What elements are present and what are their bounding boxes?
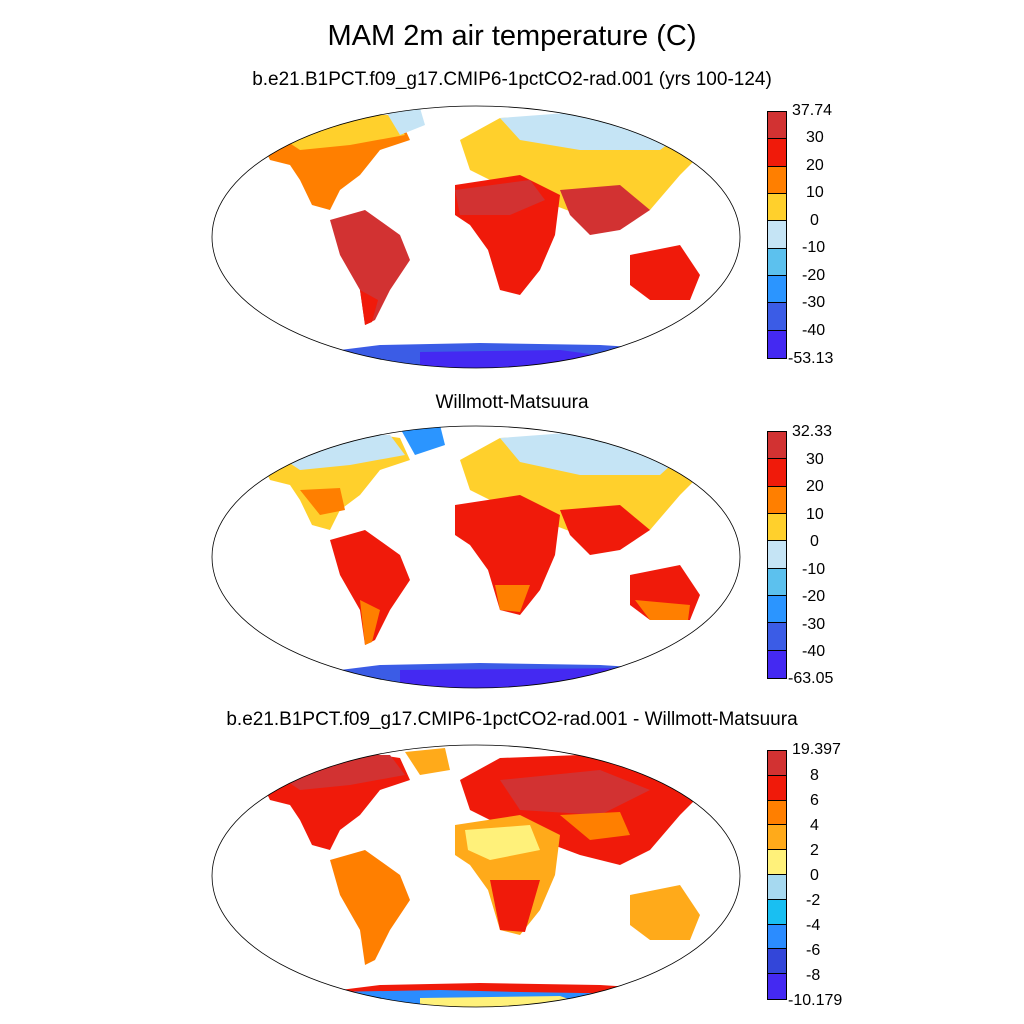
colorbar-segment — [768, 568, 786, 596]
colorbar-1-tick: 30 — [806, 129, 824, 146]
central-asia-land — [500, 770, 650, 815]
south-america-south — [360, 600, 380, 645]
colorbar-segment — [768, 650, 786, 678]
map-panel-3 — [258, 748, 705, 1007]
map-1-border — [211, 105, 741, 369]
colorbar-segment — [768, 751, 786, 776]
colorbar-segment — [768, 595, 786, 624]
colorbar-segment — [768, 775, 786, 801]
colorbar-1-tick: -53.13 — [788, 350, 834, 367]
map-2-border — [211, 425, 741, 689]
colorbar-1 — [767, 111, 787, 359]
panel-3-title: b.e21.B1PCT.f09_g17.CMIP6-1pctCO2-rad.00… — [226, 709, 798, 730]
colorbar-1-tick: 10 — [806, 184, 824, 201]
colorbar-2-tick: -63.05 — [788, 670, 834, 687]
south-america-land — [330, 530, 410, 645]
colorbar-3 — [767, 750, 787, 1000]
australia-south — [635, 600, 690, 620]
colorbar-segment — [768, 974, 786, 999]
colorbar-1-tick: -20 — [802, 267, 826, 284]
colorbar-segment — [768, 825, 786, 851]
colorbar-segment — [768, 800, 786, 826]
africa-south — [495, 585, 530, 612]
colorbar-2-tick: 10 — [806, 506, 824, 523]
colorbar-2 — [767, 431, 787, 679]
greenland-land — [385, 108, 425, 135]
usa-south-land — [300, 488, 345, 515]
map-panel-2 — [258, 426, 705, 688]
colorbar-2-tick: 32.33 — [792, 423, 833, 440]
colorbar-1-tick: 0 — [810, 212, 819, 229]
colorbar-3-tick: 6 — [810, 792, 819, 809]
panel-2-title: Willmott-Matsuura — [435, 392, 589, 413]
colorbar-segment — [768, 850, 786, 875]
colorbar-segment — [768, 874, 786, 900]
figure-title: MAM 2m air temperature (C) — [327, 20, 697, 52]
south-asia-land — [560, 185, 650, 235]
colorbar-3-tick: -6 — [806, 942, 821, 959]
colorbar-2-tick: 20 — [806, 478, 824, 495]
colorbar-segment — [768, 193, 786, 222]
colorbar-segment — [768, 486, 786, 514]
colorbar-3-tick: 2 — [810, 842, 819, 859]
colorbar-segment — [768, 949, 786, 975]
colorbar-3-tick: -8 — [806, 967, 821, 984]
sahara-land — [465, 825, 540, 860]
colorbar-segment — [768, 330, 786, 358]
colorbar-segment — [768, 432, 786, 460]
colorbar-3-tick: 19.397 — [792, 741, 841, 758]
colorbar-3-tick: 8 — [810, 767, 819, 784]
colorbar-2-tick: 30 — [806, 451, 824, 468]
africa-south — [490, 880, 540, 932]
colorbar-3-tick: 0 — [810, 867, 819, 884]
colorbar-segment — [768, 166, 786, 194]
colorbar-segment — [768, 303, 786, 331]
colorbar-segment — [768, 275, 786, 304]
map-3-border — [211, 744, 741, 1008]
colorbar-segment — [768, 623, 786, 651]
greenland-land — [405, 748, 450, 775]
colorbar-2-tick: -30 — [802, 616, 826, 633]
tibet-land — [560, 812, 630, 840]
south-america-south — [360, 290, 378, 325]
australia-land — [630, 885, 700, 940]
colorbar-segment — [768, 139, 786, 167]
south-america-land — [330, 850, 410, 965]
colorbar-1-tick: -10 — [802, 239, 826, 256]
colorbar-2-tick: 0 — [810, 533, 819, 550]
colorbar-2-tick: -10 — [802, 561, 826, 578]
colorbar-3-tick: 4 — [810, 817, 819, 834]
panel-1-title: b.e21.B1PCT.f09_g17.CMIP6-1pctCO2-rad.00… — [252, 69, 772, 90]
colorbar-1-tick: -30 — [802, 294, 826, 311]
greenland-land — [400, 426, 445, 455]
colorbar-segment — [768, 112, 786, 140]
map-panel-1 — [258, 108, 705, 368]
sahara-land — [455, 180, 545, 215]
colorbar-segment — [768, 459, 786, 487]
australia-land — [630, 245, 700, 300]
south-america-land — [330, 210, 410, 325]
colorbar-1-tick: 20 — [806, 157, 824, 174]
colorbar-segment — [768, 541, 786, 569]
colorbar-3-tick: -4 — [806, 917, 821, 934]
colorbar-2-tick: -20 — [802, 588, 826, 605]
colorbar-1-tick: 37.74 — [792, 102, 833, 119]
south-asia-land — [560, 505, 650, 555]
colorbar-3-tick: -10.179 — [788, 992, 843, 1009]
africa-land — [455, 495, 560, 615]
colorbar-segment — [768, 513, 786, 542]
colorbar-segment — [768, 221, 786, 249]
colorbar-segment — [768, 899, 786, 925]
colorbar-2-tick: -40 — [802, 643, 826, 660]
colorbar-segment — [768, 248, 786, 276]
colorbar-segment — [768, 924, 786, 950]
colorbar-3-tick: -2 — [806, 892, 821, 909]
colorbar-1-tick: -40 — [802, 322, 826, 339]
